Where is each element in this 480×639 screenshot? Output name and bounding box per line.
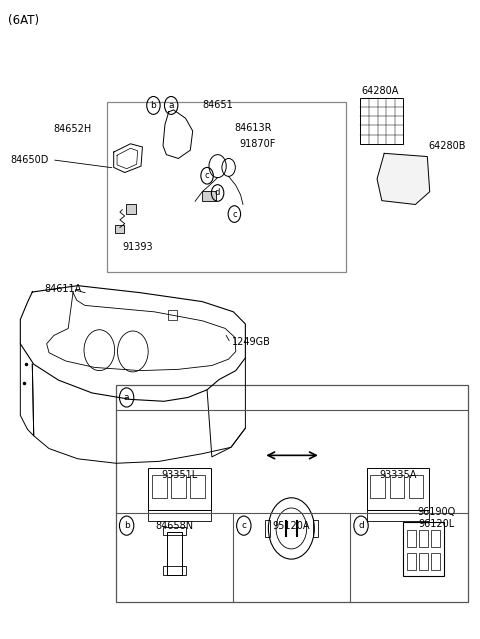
Text: c: c (205, 171, 209, 180)
Text: b: b (151, 101, 156, 110)
Text: a: a (124, 393, 130, 402)
Bar (171, 475, 186, 498)
Bar (191, 475, 205, 498)
Text: 91870F: 91870F (239, 139, 276, 150)
Text: b: b (124, 521, 130, 530)
Text: d: d (215, 189, 220, 197)
Bar (389, 475, 404, 498)
Bar (431, 553, 440, 570)
Bar (419, 553, 428, 570)
Bar (367, 510, 429, 521)
Polygon shape (377, 153, 430, 204)
Bar (431, 530, 440, 547)
Text: 84611A: 84611A (44, 284, 82, 295)
Text: a: a (168, 101, 174, 110)
Bar (152, 475, 167, 498)
Text: 91393: 91393 (122, 242, 153, 252)
Text: c: c (241, 521, 246, 530)
Text: 64280A: 64280A (361, 86, 398, 96)
Text: 93335A: 93335A (379, 470, 416, 479)
Bar (167, 532, 182, 575)
Text: 84613R: 84613R (234, 123, 272, 133)
Text: 95120A: 95120A (273, 521, 310, 530)
Bar (163, 566, 186, 575)
Bar (115, 225, 124, 233)
Bar (313, 520, 318, 537)
Text: c: c (232, 210, 237, 219)
Bar (407, 553, 416, 570)
Bar (360, 98, 403, 144)
Text: 93351L: 93351L (161, 470, 198, 479)
Bar (148, 468, 211, 510)
Bar (408, 475, 423, 498)
Bar (126, 204, 136, 214)
Bar (419, 530, 428, 547)
Bar (168, 310, 178, 320)
Text: 84652H: 84652H (53, 124, 91, 134)
Bar (403, 522, 444, 576)
Bar (148, 510, 211, 521)
Bar (116, 385, 468, 602)
Text: 96120L: 96120L (419, 520, 455, 529)
Text: 84651: 84651 (202, 100, 233, 111)
Text: 84650D: 84650D (11, 155, 49, 165)
Bar (367, 468, 429, 510)
Bar (265, 520, 270, 537)
Text: d: d (358, 521, 364, 530)
Bar (107, 102, 346, 272)
Bar (407, 530, 416, 547)
Text: 96190Q: 96190Q (418, 507, 456, 516)
Bar (163, 527, 186, 535)
Bar (371, 475, 384, 498)
Bar (202, 191, 216, 201)
Text: 84658N: 84658N (155, 521, 193, 530)
Text: 64280B: 64280B (429, 141, 466, 151)
Text: (6AT): (6AT) (8, 14, 39, 27)
Text: 1249GB: 1249GB (232, 337, 271, 347)
